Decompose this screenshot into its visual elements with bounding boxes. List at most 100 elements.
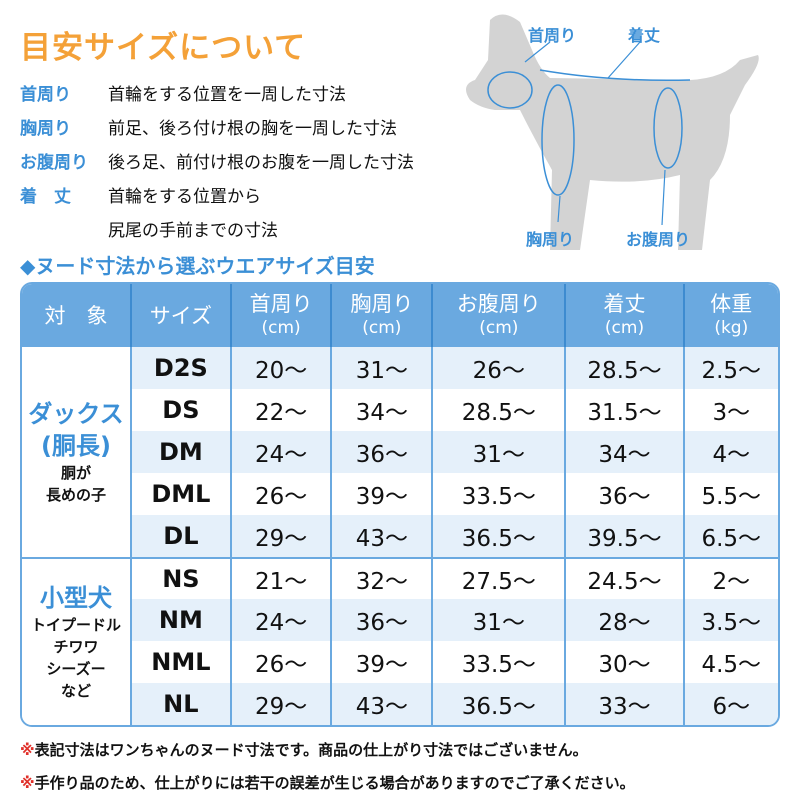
note: ※表記寸法はワンちゃんのヌード寸法です。商品の仕上がり寸法ではございません。: [20, 734, 635, 767]
column-header: お腹周り (cm): [431, 284, 565, 347]
desc-line2: 尻尾の手前までの寸法: [108, 221, 278, 241]
group-desc: 胴が: [60, 464, 91, 482]
value-cell: 43〜: [330, 515, 432, 557]
value-cell: 21〜: [229, 557, 331, 599]
value-cell: 39〜: [330, 473, 431, 515]
value-cell: 26〜: [431, 347, 565, 389]
definition-neck: 首周り 首輪をする位置を一周した寸法: [20, 78, 414, 112]
value-cell: 4.5〜: [682, 641, 778, 683]
dog-diagram: [466, 14, 759, 251]
value-cell: 24〜: [229, 599, 331, 641]
column-header: 着丈 (cm): [564, 284, 683, 347]
header-label: 体重: [710, 291, 753, 316]
group-name2: (胴長): [41, 432, 111, 460]
value-cell: 2〜: [682, 557, 778, 599]
column-header: 体重 (kg): [682, 284, 778, 347]
definition-length: 着 丈 首輪をする位置から 尻尾の手前までの寸法: [20, 180, 414, 248]
value-cell: 2.5〜: [682, 347, 778, 389]
section-subtitle: ◆ヌード寸法から選ぶウエアサイズ目安: [20, 254, 375, 278]
note-text: 表記寸法はワンちゃんのヌード寸法です。商品の仕上がり寸法ではございません。: [34, 741, 588, 759]
note: ※手作り品のため、仕上がりには若干の誤差が生じる場合がありますのでご了承ください…: [20, 767, 635, 800]
group-desc2: チワワ: [53, 638, 99, 656]
value-cell: 28.5〜: [431, 389, 564, 431]
header-label: 首周り: [249, 291, 313, 316]
value-cell: 39〜: [330, 641, 431, 683]
value-cell: 36〜: [330, 599, 432, 641]
note-mark: ※: [20, 741, 35, 759]
size-cell: D2S: [130, 347, 230, 389]
column-header: サイズ: [130, 284, 230, 347]
table-row: ダックス (胴長) 胴が 長めの子 D2S 20〜 31〜 26〜 28.5〜 2.5〜: [22, 347, 778, 557]
header-unit: (cm): [261, 317, 301, 338]
group-name: ダックス: [28, 400, 124, 428]
desc: 首輪をする位置から 尻尾の手前までの寸法: [108, 180, 278, 248]
group-desc: トイプードル: [30, 616, 121, 634]
desc: 首輪をする位置を一周した寸法: [108, 85, 346, 105]
term: 首周り: [20, 85, 71, 105]
header-label: 胸周り: [350, 291, 414, 316]
value-cell: 26〜: [229, 641, 331, 683]
value-cell: 30〜: [564, 641, 682, 683]
value-cell: 33〜: [564, 683, 683, 725]
label-length: 着丈: [628, 26, 661, 45]
table-row: NM 24〜 36〜 31〜 28〜 3.5〜: [22, 599, 778, 641]
group-cell: ダックス (胴長) 胴が長めの子: [22, 347, 130, 557]
value-cell: 39.5〜: [564, 515, 683, 557]
value-cell: 31.5〜: [564, 389, 682, 431]
label-chest: 胸周り: [526, 230, 575, 249]
group-desc2: 長めの子: [45, 486, 106, 504]
value-cell: 6〜: [682, 683, 778, 725]
note-mark: ※: [20, 774, 35, 792]
note-text: 手作り品のため、仕上がりには若干の誤差が生じる場合がありますのでご了承ください。: [34, 774, 635, 792]
size-cell: DML: [130, 473, 230, 515]
term: 胸周り: [20, 119, 71, 139]
group-desc4: など: [60, 682, 91, 700]
value-cell: 43〜: [330, 683, 432, 725]
header-label: 対 象: [44, 303, 108, 328]
table-row: 小型犬 トイプードル チワワ シーズー など NS 21〜 32〜 27.5〜 24.5〜 2〜: [22, 557, 778, 725]
header-unit: (cm): [362, 317, 402, 338]
definition-belly: お腹周り 後ろ足、前付け根のお腹を一周した寸法: [20, 146, 414, 180]
desc: 後ろ足、前付け根のお腹を一周した寸法: [108, 153, 414, 173]
size-cell: NL: [130, 683, 230, 725]
table-row: DML 26〜 39〜 33.5〜 36〜 5.5〜: [22, 473, 778, 515]
header-label: 着丈: [603, 291, 646, 316]
table-row: DM 24〜 36〜 31〜 34〜 4〜: [22, 431, 778, 473]
value-cell: 22〜: [229, 389, 331, 431]
header-unit: (cm): [604, 317, 645, 338]
value-cell: 4〜: [682, 431, 778, 473]
value-cell: 32〜: [330, 557, 432, 599]
size-cell: DS: [130, 389, 230, 431]
group-desc3: シーズー: [46, 660, 106, 678]
value-cell: 29〜: [229, 683, 331, 725]
belly-marker: [653, 87, 683, 169]
value-cell: 6.5〜: [682, 515, 778, 557]
value-cell: 34〜: [330, 389, 431, 431]
value-cell: 3.5〜: [682, 599, 778, 641]
value-cell: 36.5〜: [431, 515, 565, 557]
definition-chest: 胸周り 前足、後ろ付け根の胸を一周した寸法: [20, 112, 414, 146]
value-cell: 26〜: [229, 473, 331, 515]
size-cell: DL: [130, 515, 230, 557]
value-cell: 27.5〜: [431, 557, 565, 599]
notes: ※表記寸法はワンちゃんのヌード寸法です。商品の仕上がり寸法ではございません。 ※…: [20, 734, 635, 800]
value-cell: 28〜: [564, 599, 683, 641]
term: 着 丈: [20, 187, 71, 207]
column-header: 首周り (cm): [229, 284, 331, 347]
value-cell: 5.5〜: [682, 473, 778, 515]
value-cell: 33.5〜: [431, 641, 564, 683]
value-cell: 20〜: [229, 347, 331, 389]
neck-marker: [487, 71, 533, 109]
header-unit: (cm): [479, 317, 519, 338]
table-row: DS 22〜 34〜 28.5〜 31.5〜 3〜: [22, 389, 778, 431]
value-cell: 31〜: [431, 431, 565, 473]
dog-silhouette: [466, 14, 759, 251]
value-cell: 3〜: [682, 389, 778, 431]
label-neck: 首周り: [528, 26, 577, 45]
value-cell: 34〜: [564, 431, 683, 473]
group-name: 小型犬: [40, 584, 112, 612]
value-cell: 33.5〜: [431, 473, 564, 515]
header-label: サイズ: [149, 303, 213, 328]
size-cell: NML: [130, 641, 230, 683]
table-row: DL 29〜 43〜 36.5〜 39.5〜 6.5〜: [22, 515, 778, 557]
